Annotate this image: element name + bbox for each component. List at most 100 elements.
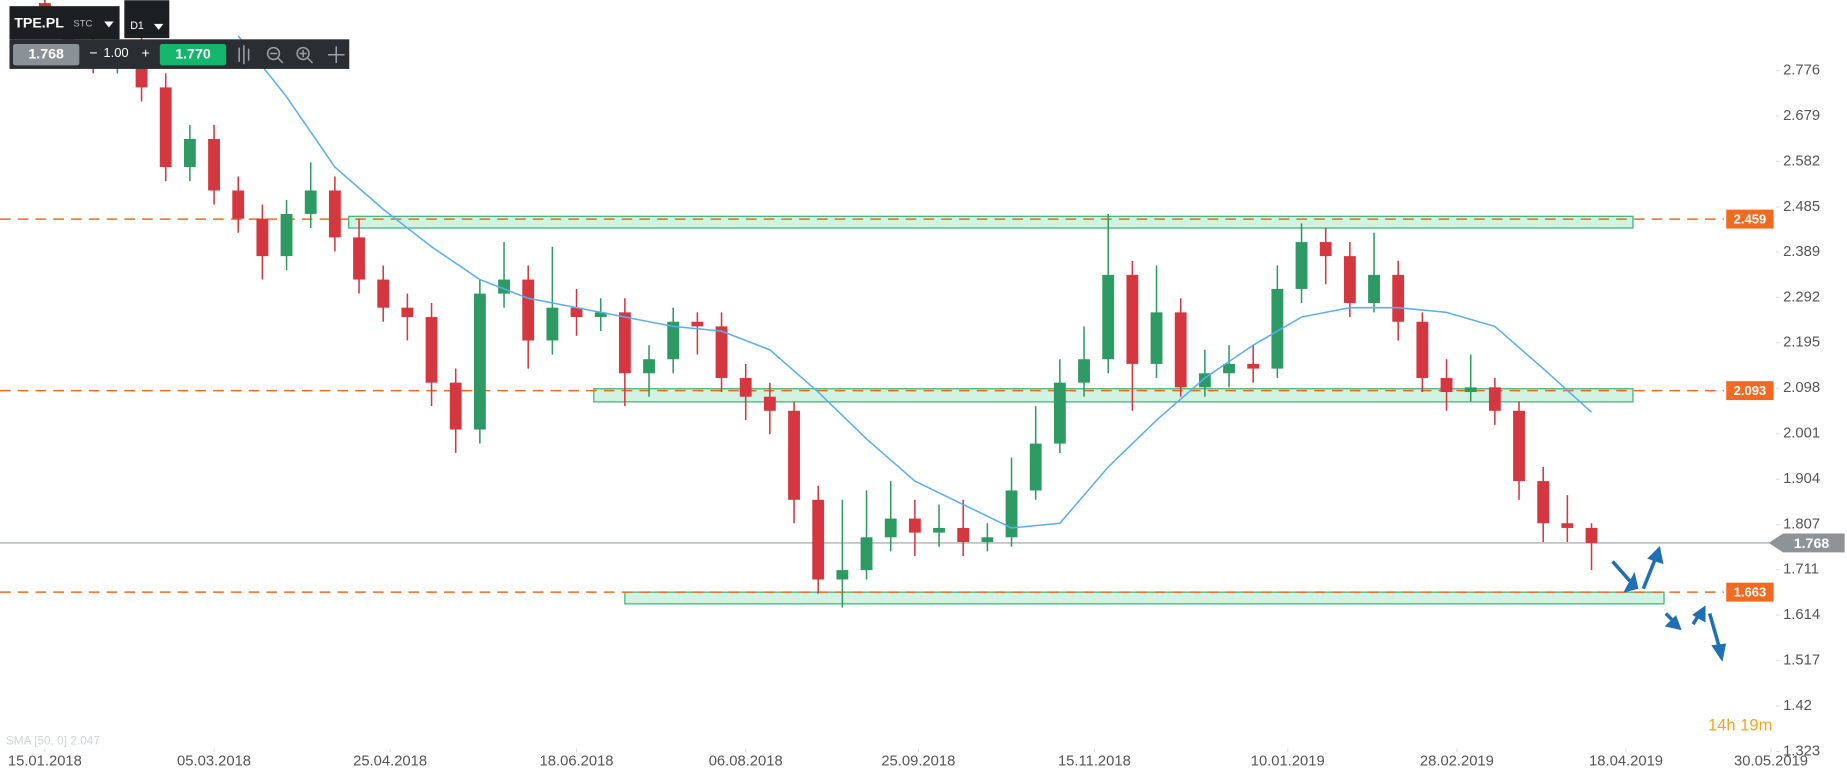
candle-body (183, 138, 196, 168)
candle-body (232, 190, 245, 219)
y-tick-label: 2.098 (1783, 380, 1820, 396)
candle-body (594, 312, 607, 318)
candle-body (1005, 490, 1018, 538)
candle-body (1029, 443, 1042, 491)
arrow (1641, 558, 1657, 590)
y-tick-label: 1.42 (1783, 698, 1812, 714)
candle-body (1078, 359, 1090, 383)
candle-body (256, 218, 269, 257)
candle-body (280, 213, 293, 257)
y-tick-label: 1.904 (1783, 471, 1820, 487)
x-tick-label: 28.02.2019 (1420, 753, 1494, 769)
candle-body (1247, 363, 1260, 369)
arrow-head (1623, 571, 1639, 593)
axes: 2.776 2.679 2.582 2.485 2.389 2.292 2.195 2.098… (8, 62, 1820, 769)
x-tick-label: 18.06.2018 (540, 753, 614, 769)
toolbar: TPE.PL STC D1 1.768 − 1.00 + 1.770 (9, 0, 350, 69)
y-tick-label: 2.679 (1783, 108, 1820, 124)
zoom-out-icon-parts (269, 52, 284, 64)
ask-box[interactable] (159, 44, 227, 66)
candle-body (981, 537, 994, 542)
levels: 2.459 2.093 1.663 1.768 (0, 209, 1845, 602)
volume[interactable]: 1.00 (103, 45, 128, 60)
dropdown-icon (104, 21, 114, 28)
ask: 1.770 (175, 46, 211, 62)
zones (348, 215, 1665, 605)
y-tick-label: 2.776 (1783, 62, 1820, 78)
candle-body (1368, 274, 1380, 303)
candle-body (159, 87, 172, 168)
current-price-tag (1768, 533, 1845, 553)
candle-body (1295, 242, 1308, 289)
x-tick-label: 10.01.2019 (1251, 753, 1325, 769)
candle-body (667, 321, 680, 360)
y-tick-label: 1.517 (1783, 652, 1820, 668)
arrow-head (1647, 546, 1664, 565)
candle-body (328, 190, 341, 238)
candle-body (1585, 527, 1598, 543)
candle-body (1343, 256, 1356, 303)
y-tick-label: 1.323 (1783, 743, 1820, 759)
plus-button[interactable]: + (141, 45, 149, 61)
zoom-out-icon[interactable] (266, 46, 281, 61)
candle-body (643, 359, 655, 374)
current-price-label: 1.768 (1794, 536, 1830, 552)
arrow-head (1692, 605, 1706, 623)
candle-body (1126, 274, 1139, 364)
candle-body (763, 396, 776, 411)
sma-line (237, 35, 1593, 529)
y-tick-label: 2.001 (1783, 426, 1820, 442)
countdown: 14h 19m (1708, 715, 1772, 734)
zoom-in-icon-parts (299, 49, 314, 64)
x-tick-label: 05.03.2018 (177, 753, 251, 769)
candle-body (1513, 410, 1525, 482)
candle-body (498, 279, 510, 294)
x-tick-label: 15.01.2018 (8, 753, 82, 769)
y-tick-label: 1.614 (1783, 607, 1820, 623)
candle-body (860, 537, 873, 571)
zone (348, 215, 1634, 229)
candle-body (933, 527, 945, 533)
move-icon[interactable] (327, 46, 345, 63)
candle-body (449, 382, 462, 430)
y-tick-label: 2.389 (1783, 244, 1820, 260)
candle-body (425, 317, 438, 383)
arrow-head (1664, 615, 1682, 631)
candle-body (1271, 288, 1284, 369)
level-label: 2.459 (1734, 212, 1767, 227)
candle-body (908, 518, 921, 533)
candle-body (570, 307, 583, 318)
level-tag (1726, 209, 1774, 229)
bid-box[interactable] (13, 44, 80, 66)
minus-button[interactable]: − (89, 45, 97, 61)
candle-body (957, 527, 970, 542)
sma-name: SMA [50, 0] (6, 734, 67, 748)
candle-body (1416, 321, 1429, 378)
candle-body (1150, 312, 1163, 364)
candle-body (1488, 387, 1501, 411)
candle-body (1174, 312, 1187, 388)
dropdown-icon (153, 23, 164, 30)
x-tick-label: 25.09.2018 (881, 753, 955, 769)
candle-body (739, 377, 752, 397)
x-tick-label: 15.11.2018 (1058, 753, 1131, 769)
candle-body (1053, 382, 1066, 444)
candle-body (1223, 363, 1235, 374)
arrow (1611, 560, 1633, 584)
zoom-in-icon[interactable] (296, 46, 310, 61)
symbol-box[interactable] (9, 6, 120, 40)
sma (237, 35, 1593, 529)
sma-legend: SMA [50, 0] 2.047 (6, 734, 100, 748)
sma-last: 2.047 (70, 734, 100, 748)
candle-body (884, 518, 897, 538)
interval-box[interactable] (124, 0, 170, 39)
bid: 1.768 (28, 46, 64, 62)
y-tick-label: 2.485 (1783, 199, 1820, 215)
level-tag (1726, 381, 1774, 401)
chart-type-icon[interactable] (238, 45, 250, 65)
symbol: TPE.PL (14, 16, 64, 32)
candle-body (1537, 481, 1550, 524)
x-tick-label: 25.04.2018 (353, 753, 427, 769)
